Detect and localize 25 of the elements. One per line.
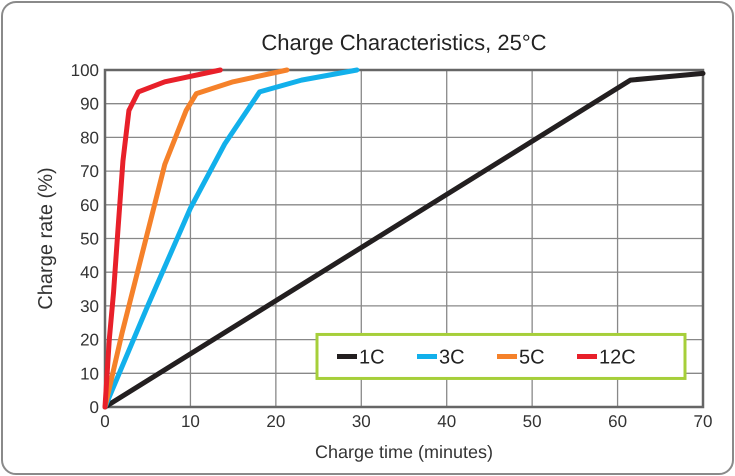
legend-label: 12C — [599, 346, 636, 368]
x-tick-label: 40 — [437, 412, 456, 431]
legend-label: 1C — [359, 346, 385, 368]
y-axis-title: Charge rate (%) — [35, 167, 57, 310]
legend-label: 5C — [519, 346, 545, 368]
y-tick-label: 40 — [80, 263, 99, 282]
y-tick-label: 30 — [80, 296, 99, 316]
x-tick-label: 10 — [180, 412, 200, 431]
y-tick-label: 20 — [80, 330, 99, 350]
y-tick-label: 90 — [80, 94, 99, 114]
y-tick-label: 60 — [80, 196, 99, 215]
y-tick-label: 10 — [80, 364, 99, 384]
x-tick-label: 60 — [608, 412, 628, 431]
x-tick-label: 30 — [352, 412, 371, 431]
y-tick-label: 70 — [80, 162, 99, 182]
x-axis-title: Charge time (minutes) — [314, 442, 494, 462]
legend-label: 3C — [439, 346, 465, 368]
x-tick-label: 50 — [522, 412, 542, 431]
y-tick-label: 100 — [70, 61, 99, 80]
y-tick-label: 50 — [80, 230, 99, 248]
x-tick-label: 20 — [266, 412, 286, 431]
x-tick-label: 70 — [694, 412, 712, 431]
y-tick-label: 80 — [80, 128, 99, 148]
chart-title: Charge Characteristics, 25°C — [261, 30, 547, 55]
y-tick-label: 0 — [90, 398, 99, 417]
